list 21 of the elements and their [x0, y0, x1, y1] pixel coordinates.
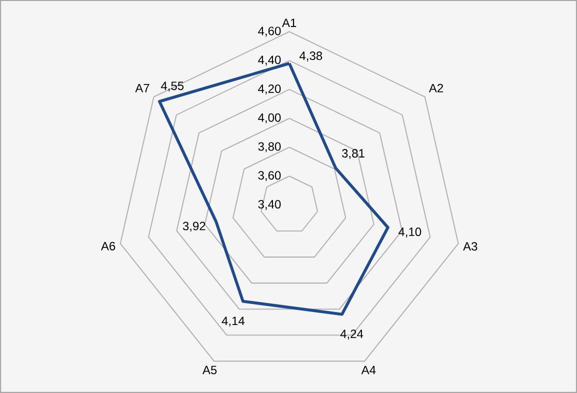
y-tick-label: 4,20	[258, 84, 281, 94]
data-label: 4,38	[300, 52, 322, 62]
data-label: 3,81	[342, 149, 364, 159]
data-label: 4,10	[398, 228, 422, 238]
spoke-label: A5	[202, 366, 217, 374]
y-tick-label: 3,40	[258, 200, 281, 210]
spoke-label: A3	[463, 242, 478, 251]
data-label: 4,55	[160, 82, 184, 92]
data-label: 4,24	[340, 330, 364, 340]
spoke-label: A2	[428, 84, 443, 92]
y-tick-label: 3,60	[258, 171, 281, 182]
data-label: 3,92	[182, 222, 206, 232]
spoke-label: A4	[361, 366, 376, 374]
y-tick-label: 4,60	[258, 26, 281, 37]
spoke-label: A6	[100, 242, 116, 250]
y-tick-label: 4,00	[258, 113, 281, 124]
y-tick-label: 4,40	[258, 56, 281, 66]
y-tick-label: 3,80	[258, 142, 281, 152]
spoke-label: A1	[282, 18, 296, 27]
spoke-label: A7	[135, 84, 150, 92]
data-label: 4,14	[222, 316, 244, 326]
